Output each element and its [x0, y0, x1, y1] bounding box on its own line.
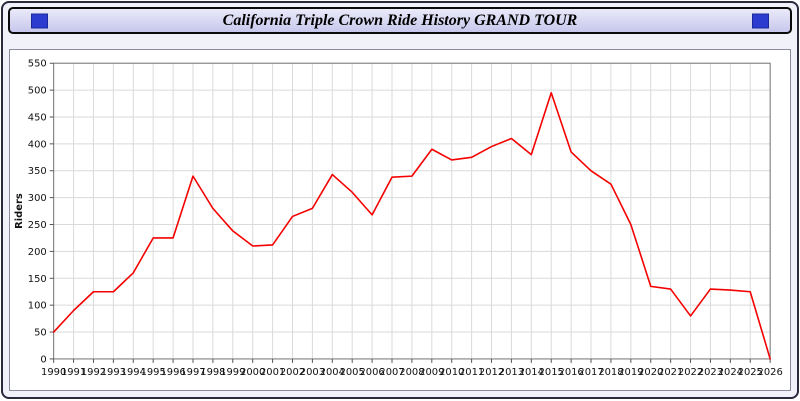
- x-axis-labels: 1990199119921993199419951996199719981999…: [41, 358, 783, 378]
- svg-text:2021: 2021: [658, 367, 683, 378]
- svg-text:2006: 2006: [359, 367, 384, 378]
- svg-text:0: 0: [40, 354, 46, 365]
- svg-text:2022: 2022: [678, 367, 703, 378]
- svg-text:550: 550: [28, 59, 47, 70]
- grid: [53, 62, 771, 360]
- svg-text:2025: 2025: [738, 367, 763, 378]
- svg-text:1993: 1993: [101, 367, 126, 378]
- svg-text:1998: 1998: [200, 367, 225, 378]
- svg-text:2012: 2012: [479, 367, 504, 378]
- svg-text:500: 500: [28, 86, 47, 97]
- svg-text:350: 350: [28, 166, 47, 177]
- chart-panel: 0 50 100 150 200 250 300 350 400 450 500 550 1990 199…: [9, 49, 791, 391]
- svg-text:1996: 1996: [160, 367, 185, 378]
- svg-text:2016: 2016: [559, 367, 584, 378]
- svg-text:2000: 2000: [240, 367, 265, 378]
- svg-text:1995: 1995: [141, 367, 166, 378]
- svg-text:2017: 2017: [578, 367, 603, 378]
- svg-text:2011: 2011: [459, 367, 484, 378]
- svg-text:2009: 2009: [419, 367, 444, 378]
- svg-text:200: 200: [28, 247, 47, 258]
- svg-text:2005: 2005: [340, 367, 365, 378]
- y-axis-labels: 0 50 100 150 200 250 300 350 400 450 500 550: [28, 59, 54, 365]
- svg-text:2003: 2003: [300, 367, 325, 378]
- svg-text:2002: 2002: [280, 367, 305, 378]
- svg-text:2023: 2023: [698, 367, 723, 378]
- svg-text:1997: 1997: [180, 367, 205, 378]
- riders-line: [52, 91, 771, 360]
- svg-text:2024: 2024: [718, 367, 743, 378]
- svg-text:2014: 2014: [519, 367, 544, 378]
- page-title: California Triple Crown Ride History GRA…: [222, 11, 578, 29]
- svg-text:50: 50: [34, 328, 47, 339]
- blue-square-icon-right: [752, 13, 769, 28]
- svg-text:2007: 2007: [379, 367, 404, 378]
- svg-text:250: 250: [28, 220, 47, 231]
- svg-text:150: 150: [28, 274, 47, 285]
- svg-text:2026: 2026: [758, 367, 783, 378]
- svg-text:2013: 2013: [499, 367, 524, 378]
- svg-text:450: 450: [28, 112, 47, 123]
- svg-text:2020: 2020: [638, 367, 663, 378]
- svg-text:400: 400: [28, 139, 47, 150]
- svg-text:2001: 2001: [260, 367, 285, 378]
- svg-text:2019: 2019: [618, 367, 643, 378]
- svg-text:2008: 2008: [399, 367, 424, 378]
- y-axis-title: Riders: [14, 193, 25, 229]
- blue-square-icon-left: [31, 13, 48, 28]
- svg-text:2018: 2018: [598, 367, 623, 378]
- svg-text:2004: 2004: [320, 367, 345, 378]
- svg-text:2015: 2015: [539, 367, 564, 378]
- line-chart: 0501001502002503003504004505005501990199…: [14, 59, 783, 378]
- svg-text:1999: 1999: [220, 367, 245, 378]
- svg-text:2010: 2010: [439, 367, 464, 378]
- svg-text:1994: 1994: [121, 367, 146, 378]
- svg-text:1992: 1992: [81, 367, 106, 378]
- chart-title-bar: California Triple Crown Ride History GRA…: [8, 7, 792, 34]
- svg-text:100: 100: [28, 301, 47, 312]
- svg-text:1991: 1991: [61, 367, 86, 378]
- svg-text:300: 300: [28, 193, 47, 204]
- svg-text:1990: 1990: [41, 367, 66, 378]
